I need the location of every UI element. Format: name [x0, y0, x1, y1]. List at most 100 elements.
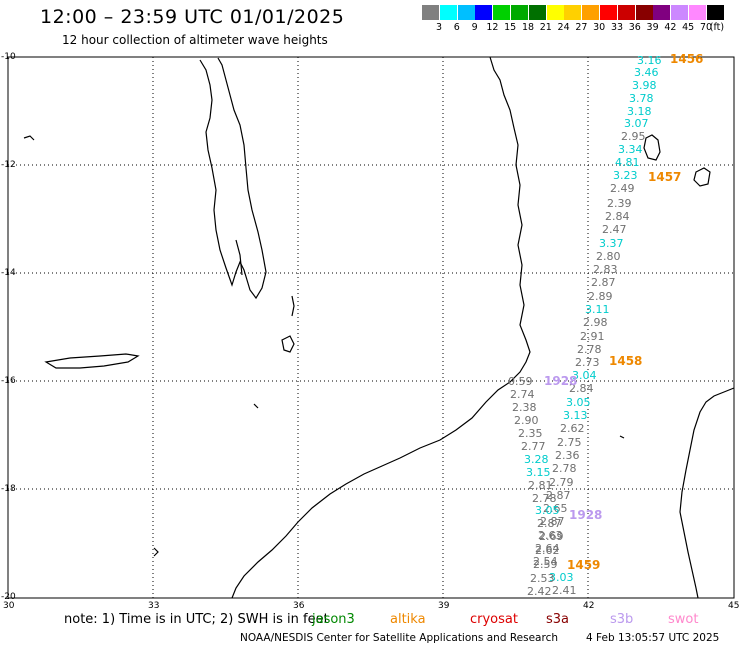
satellite-label-jason3: jason3 [312, 612, 355, 627]
lake-bangweulu [44, 353, 140, 369]
wave-height-value: 3.11 [585, 303, 610, 316]
wave-height-value: 3.13 [563, 409, 588, 422]
coastlines [23, 56, 735, 599]
legend-swatch [546, 5, 564, 20]
legend-tick: 45 [682, 22, 695, 33]
longitude-label: 30 [3, 601, 15, 611]
legend-swatch [635, 5, 653, 20]
pass-number-label: 1458 [609, 354, 643, 368]
pass-number-label: 1457 [648, 170, 682, 184]
lake-malawi-outline [199, 57, 267, 300]
wave-height-value: 2.49 [610, 182, 635, 195]
legend-tick: 6 [453, 22, 460, 33]
legend-tick: 21 [539, 22, 552, 33]
wave-height-value: 2.87 [591, 276, 616, 289]
latitude-label: -10 [1, 52, 16, 62]
legend-swatch [653, 5, 671, 20]
latitude-label: -14 [1, 268, 16, 278]
map-frame [7, 56, 735, 599]
legend-tick: 12 [486, 22, 499, 33]
lake-chiuta [291, 295, 295, 317]
footer-credit: NOAA/NESDIS Center for Satellite Applica… [240, 632, 558, 644]
latitude-label: -16 [1, 376, 16, 386]
wave-height-value: 2.74 [510, 388, 535, 401]
wave-height-value: 2.78 [577, 343, 602, 356]
wave-height-value: 2.41 [552, 584, 577, 597]
legend-tick: 9 [471, 22, 478, 33]
wave-height-value: 2.81 [528, 479, 553, 492]
wave-height-value: 2.69 [539, 530, 564, 543]
legend-swatch [493, 5, 511, 20]
legend-swatch [457, 5, 475, 20]
wave-height-value: 2.64 [535, 542, 560, 555]
longitude-label: 33 [148, 601, 160, 611]
legend-swatch [582, 5, 600, 20]
legend-tick: 3 [435, 22, 443, 33]
wave-height-value: 3.05 [566, 396, 591, 409]
legend-swatch [511, 5, 528, 20]
wave-height-value: 2.47 [602, 223, 627, 236]
longitude-label: 42 [583, 601, 595, 611]
legend-swatch [528, 5, 546, 20]
wave-height-value: 4.81 [615, 156, 640, 169]
legend-swatch [617, 5, 635, 20]
wave-height-value: 3.04 [572, 369, 597, 382]
wave-height-value: 3.28 [524, 453, 549, 466]
small-islet [253, 403, 259, 409]
satellite-label-s3a: s3a [546, 612, 570, 627]
legend-swatch [422, 5, 439, 20]
small-lake [23, 135, 35, 141]
legend-swatch [706, 5, 724, 20]
wave-height-value: 3.18 [627, 105, 652, 118]
legend-tick: 36 [628, 22, 641, 33]
wave-height-value: 2.91 [580, 330, 605, 343]
small-islet-2 [619, 435, 625, 439]
wave-height-value: 2.89 [588, 290, 613, 303]
wave-height-value: 0.59 [508, 375, 533, 388]
legend-tick: 33 [610, 22, 624, 33]
wave-height-value: 2.80 [596, 250, 621, 263]
wave-height-value: 2.77 [521, 440, 546, 453]
legend-unit: (ft) [709, 22, 725, 33]
wave-height-value: 2.84 [605, 210, 630, 223]
wave-height-value: 2.63 [538, 529, 563, 542]
wave-height-value: 3.37 [599, 237, 624, 250]
map-title: 12:00 – 23:59 UTC 01/01/2025 [40, 6, 345, 28]
wave-height-value: 2.84 [569, 382, 594, 395]
longitude-label: 45 [728, 601, 740, 611]
legend-swatch [475, 5, 493, 20]
wave-height-value: 3.03 [549, 571, 574, 584]
legend-tick: 24 [557, 22, 570, 33]
pass-number-label: 1928 [544, 374, 578, 388]
legend-swatch [439, 5, 457, 20]
satellite-label-swot: swot [668, 612, 699, 627]
wave-height-value: 2.65 [543, 502, 568, 515]
wave-height-value: 2.38 [512, 401, 537, 414]
wave-height-value: 2.98 [583, 316, 608, 329]
satellite-label-cryosat: cryosat [470, 612, 518, 627]
wave-height-value: 3.34 [618, 143, 643, 156]
wave-height-value: 2.36 [555, 449, 580, 462]
wave-height-value: 2.59 [533, 558, 558, 571]
latitude-label: -20 [1, 592, 16, 602]
wave-height-value: 2.75 [557, 436, 582, 449]
river-shire [235, 239, 243, 276]
kariba-lake-end [153, 547, 159, 557]
wave-height-value: 3.16 [637, 54, 662, 67]
satellite-label-altika: altika [390, 612, 426, 627]
footer-timestamp: 4 Feb 13:05:57 UTC 2025 [586, 632, 720, 644]
wave-height-value: 3.23 [613, 169, 638, 182]
wave-height-value: 2.54 [533, 555, 558, 568]
legend-tick: 27 [575, 22, 588, 33]
wave-height-value: 2.95 [621, 130, 646, 143]
legend-tick: 18 [521, 22, 535, 33]
legend-tick: 70 [699, 22, 713, 33]
legend-swatch [689, 5, 706, 20]
legend-swatch [671, 5, 689, 20]
longitude-label: 36 [293, 601, 305, 611]
legend-tick: 39 [646, 22, 659, 33]
legend-tick: 42 [664, 22, 677, 33]
wave-height-value: 3.07 [624, 117, 649, 130]
wave-height-value: 2.62 [535, 544, 560, 557]
